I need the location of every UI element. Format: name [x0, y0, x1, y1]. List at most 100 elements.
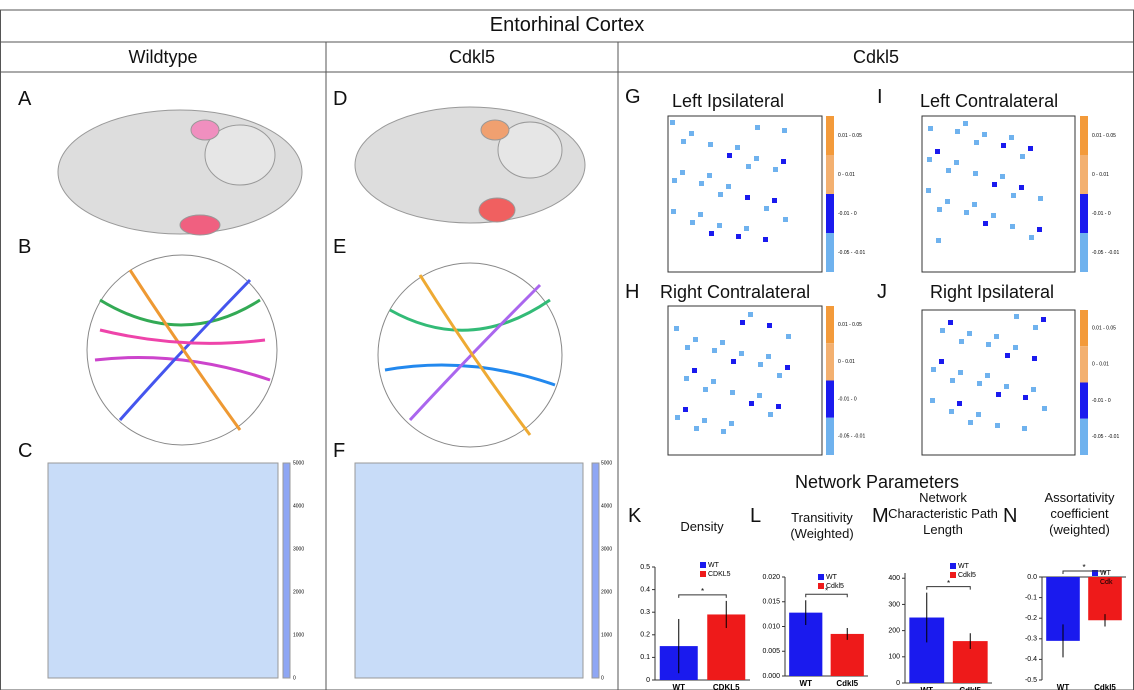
colorbar-swatch [826, 418, 834, 455]
colorbar-label: 3000 [293, 546, 304, 552]
matrix-cell [973, 171, 978, 176]
matrix-cell [675, 415, 680, 420]
matrix-cell [671, 209, 676, 214]
matrix-cell [1037, 227, 1042, 232]
matrix-cell [1028, 146, 1033, 151]
matrix-cell [1033, 325, 1038, 330]
matrix-cell [931, 367, 936, 372]
matrix-cell [748, 312, 753, 317]
x-tick-label: WT [673, 683, 686, 690]
colorbar-swatch [1080, 194, 1088, 233]
column-header: Cdkl5 [618, 47, 1134, 68]
colorbar-swatch [1080, 383, 1088, 419]
matrix-cell [968, 420, 973, 425]
matrix-cell [1005, 353, 1010, 358]
matrix-cell [996, 392, 1001, 397]
matrix-cell [926, 188, 931, 193]
matrix-cell [1000, 174, 1005, 179]
matrix-legend: -0.05 - -0.01 [1092, 250, 1119, 256]
significance-mark: * [947, 579, 950, 588]
figure: 0100020003000400050000100020003000400050… [0, 0, 1134, 690]
legend-label: WT [708, 562, 720, 569]
matrix-cell [726, 184, 731, 189]
legend-swatch [700, 571, 706, 577]
matrix-cell [982, 132, 987, 137]
colorbar-label: 4000 [601, 503, 612, 509]
significance-mark: * [701, 587, 704, 596]
legend-label: WT [958, 563, 970, 570]
matrix-legend: -0.01 - 0 [838, 396, 857, 402]
matrix-cell [698, 212, 703, 217]
colorbar-label: 1000 [601, 632, 612, 638]
matrix-cell [972, 202, 977, 207]
matrix-cell [935, 149, 940, 154]
colorbar-label: 1000 [293, 632, 304, 638]
matrix-cell [692, 368, 697, 373]
x-tick-label: Cdkl5 [959, 686, 981, 690]
panel-label: F [333, 440, 345, 463]
panel-label: J [877, 281, 887, 304]
colorbar-swatch [826, 381, 834, 418]
matrix-cell [1023, 395, 1028, 400]
matrix-cell [1013, 345, 1018, 350]
panel-title: Left Contralateral [920, 91, 1058, 112]
matrix-legend: 0 - 0.01 [838, 359, 855, 365]
matrix-cell [717, 223, 722, 228]
matrix-cell [1019, 185, 1024, 190]
matrix-cell [773, 167, 778, 172]
matrix-cell [983, 221, 988, 226]
matrix-cell [955, 129, 960, 134]
matrix-cell [707, 173, 712, 178]
y-tick-label: 0.3 [640, 609, 650, 616]
x-tick-label: WT [800, 679, 813, 688]
colorbar-swatch [826, 343, 834, 380]
matrix-cell [690, 220, 695, 225]
matrix-cell [781, 159, 786, 164]
matrix-cell [945, 199, 950, 204]
matrix-cell [777, 373, 782, 378]
matrix-cell [684, 376, 689, 381]
matrix-cell [758, 362, 763, 367]
y-tick-label: 0 [896, 680, 900, 687]
matrix-cell [776, 404, 781, 409]
y-tick-label: 0.5 [640, 564, 650, 571]
matrix-cell [964, 210, 969, 215]
matrix-cell [963, 121, 968, 126]
matrix-cell [1014, 314, 1019, 319]
matrix-cell [739, 351, 744, 356]
matrix-cell [766, 354, 771, 359]
matrix-cell [731, 359, 736, 364]
chart-title: Network Characteristic Path Length [888, 490, 998, 538]
y-tick-label: -0.1 [1025, 594, 1037, 601]
matrix-cell [927, 157, 932, 162]
matrix-cell [745, 195, 750, 200]
matrix-legend: -0.01 - 0 [1092, 211, 1111, 217]
matrix-cell [1004, 384, 1009, 389]
matrix-cell [958, 370, 963, 375]
panel-label: G [625, 86, 641, 109]
matrix-cell [689, 131, 694, 136]
matrix-cell [699, 181, 704, 186]
matrix-cell [1042, 406, 1047, 411]
matrix-cell [672, 178, 677, 183]
matrix-cell [974, 140, 979, 145]
matrix-legend: 0.01 - 0.05 [1092, 133, 1116, 139]
matrix-cell [718, 192, 723, 197]
colorbar-label: 3000 [601, 546, 612, 552]
y-tick-label: -0.5 [1025, 677, 1037, 684]
matrix-cell [995, 423, 1000, 428]
y-tick-label: 0.1 [640, 654, 650, 661]
y-tick-label: -0.2 [1025, 615, 1037, 622]
matrix-cell [939, 359, 944, 364]
significance-mark: * [1082, 563, 1085, 572]
panel-label: L [750, 505, 761, 528]
matrix-cell [967, 331, 972, 336]
y-tick-label: 0.020 [762, 574, 780, 581]
column-header: Wildtype [0, 47, 326, 68]
colorbar-label: 0 [293, 675, 296, 681]
panel-label: M [872, 505, 889, 528]
matrix-cell [720, 340, 725, 345]
legend-label: Cdkl5 [826, 583, 844, 590]
column-header: Cdkl5 [326, 47, 618, 68]
colorbar-swatch [826, 155, 834, 194]
